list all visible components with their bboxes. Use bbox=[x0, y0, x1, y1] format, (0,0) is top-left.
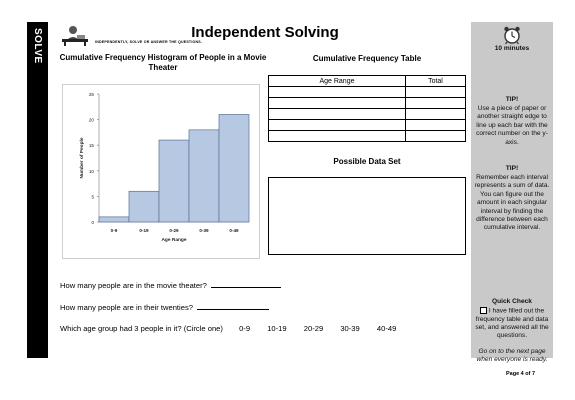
histogram-bar bbox=[128, 190, 160, 223]
x-tick-label: 0-39 bbox=[199, 228, 209, 233]
table-cell[interactable] bbox=[404, 108, 467, 120]
table-cell[interactable] bbox=[404, 86, 467, 98]
option-0-9[interactable]: 0-9 bbox=[239, 324, 251, 333]
y-tick-label: 0 bbox=[91, 220, 94, 225]
option-30-39[interactable]: 30-39 bbox=[340, 324, 360, 333]
option-40-49[interactable]: 40-49 bbox=[376, 324, 397, 333]
histogram-bar bbox=[218, 114, 250, 223]
student-at-desk-icon bbox=[60, 24, 90, 46]
table-cell[interactable] bbox=[268, 130, 406, 142]
solve-label: SOLVE bbox=[32, 28, 43, 64]
x-tick-label: 0-19 bbox=[139, 228, 149, 233]
tip-1-heading: TIP! bbox=[505, 96, 519, 103]
answer-blank-2[interactable] bbox=[197, 302, 270, 310]
answer-blank-1[interactable] bbox=[211, 280, 282, 288]
data-set-title: Possible Data Set bbox=[333, 157, 401, 166]
y-tick-label: 5 bbox=[91, 194, 94, 199]
table-cell[interactable] bbox=[268, 86, 406, 98]
tip-2-text: Remember each interval represents a sum … bbox=[474, 174, 550, 232]
option-10-19[interactable]: 10-19 bbox=[267, 324, 287, 333]
solve-side-bar: SOLVE bbox=[27, 22, 48, 358]
quick-check-text: I have filled out the frequency table an… bbox=[475, 307, 549, 340]
question-1-text: How many people are in the movie theater… bbox=[60, 281, 207, 290]
right-info-panel: 10 minutes TIP! Use a piece of paper or … bbox=[471, 22, 553, 363]
table-cell[interactable] bbox=[268, 119, 406, 131]
time-limit: 10 minutes bbox=[494, 45, 530, 52]
question-2-text: How many people are in their twenties? bbox=[60, 303, 193, 312]
page-number: Page 4 of 7 bbox=[506, 371, 536, 377]
page-subtitle: INDEPENDENTLY, SOLVE OR ANSWER THE QUEST… bbox=[95, 40, 203, 44]
header-age-range: Age Range bbox=[268, 75, 406, 87]
question-3: Which age group had 3 people in it? (Cir… bbox=[60, 324, 411, 333]
question-2: How many people are in their twenties? bbox=[60, 302, 270, 312]
table-cell[interactable] bbox=[268, 108, 406, 120]
histogram-bar bbox=[188, 129, 220, 223]
table-header-row: Age Range Total bbox=[268, 75, 467, 87]
question-3-text: Which age group had 3 people in it? (Cir… bbox=[60, 324, 223, 333]
answer-options: 0-9 10-19 20-29 30-39 40-49 bbox=[239, 324, 411, 333]
table-cell[interactable] bbox=[404, 97, 467, 109]
table-row bbox=[268, 130, 467, 142]
cumulative-frequency-table: Age Range Total bbox=[268, 75, 467, 142]
table-row bbox=[268, 119, 467, 131]
table-title: Cumulative Frequency Table bbox=[312, 54, 422, 63]
table-cell[interactable] bbox=[268, 97, 406, 109]
tip-1-text: Use a piece of paper or another straight… bbox=[476, 105, 548, 146]
histogram-chart: 0 5 10 15 20 25 0-9 0-19 0-29 0-39 0-49 Age Range Nu… bbox=[62, 84, 260, 259]
data-set-box[interactable] bbox=[268, 177, 466, 255]
x-tick-label: 0-29 bbox=[169, 228, 179, 233]
quick-check: I have filled out the frequency table an… bbox=[471, 307, 553, 341]
table-cell[interactable] bbox=[404, 119, 467, 131]
y-tick-label: 25 bbox=[89, 92, 95, 97]
quick-check-checkbox[interactable] bbox=[479, 307, 487, 314]
histogram-bar bbox=[158, 139, 190, 223]
x-axis-label: Age Range bbox=[161, 237, 186, 243]
histogram-bar bbox=[98, 216, 130, 223]
table-row bbox=[268, 86, 467, 98]
option-20-29[interactable]: 20-29 bbox=[303, 324, 324, 333]
y-tick-label: 15 bbox=[89, 143, 95, 148]
header-total: Total bbox=[404, 75, 467, 87]
panel-footer-note: Go on to the next page when everyone is … bbox=[476, 348, 548, 364]
alarm-clock-icon bbox=[504, 26, 520, 45]
quick-check-heading: Quick Check bbox=[492, 298, 532, 305]
table-cell[interactable] bbox=[404, 130, 467, 142]
x-tick-label: 0-49 bbox=[229, 228, 239, 233]
table-row bbox=[268, 108, 467, 120]
x-tick-label: 0-9 bbox=[111, 228, 118, 233]
table-row bbox=[268, 97, 467, 109]
tip-2-heading: TIP! bbox=[505, 165, 519, 172]
y-tick-label: 20 bbox=[89, 118, 95, 123]
y-axis-label: Number of People bbox=[79, 137, 85, 178]
y-tick-label: 10 bbox=[89, 169, 95, 174]
page-title: Independent Solving bbox=[191, 24, 339, 41]
chart-title: Cumulative Frequency Histogram of People… bbox=[59, 53, 267, 72]
question-1: How many people are in the movie theater… bbox=[60, 280, 282, 290]
histogram-svg: 0 5 10 15 20 25 0-9 0-19 0-29 0-39 0-49 Age Range Nu… bbox=[79, 92, 250, 243]
